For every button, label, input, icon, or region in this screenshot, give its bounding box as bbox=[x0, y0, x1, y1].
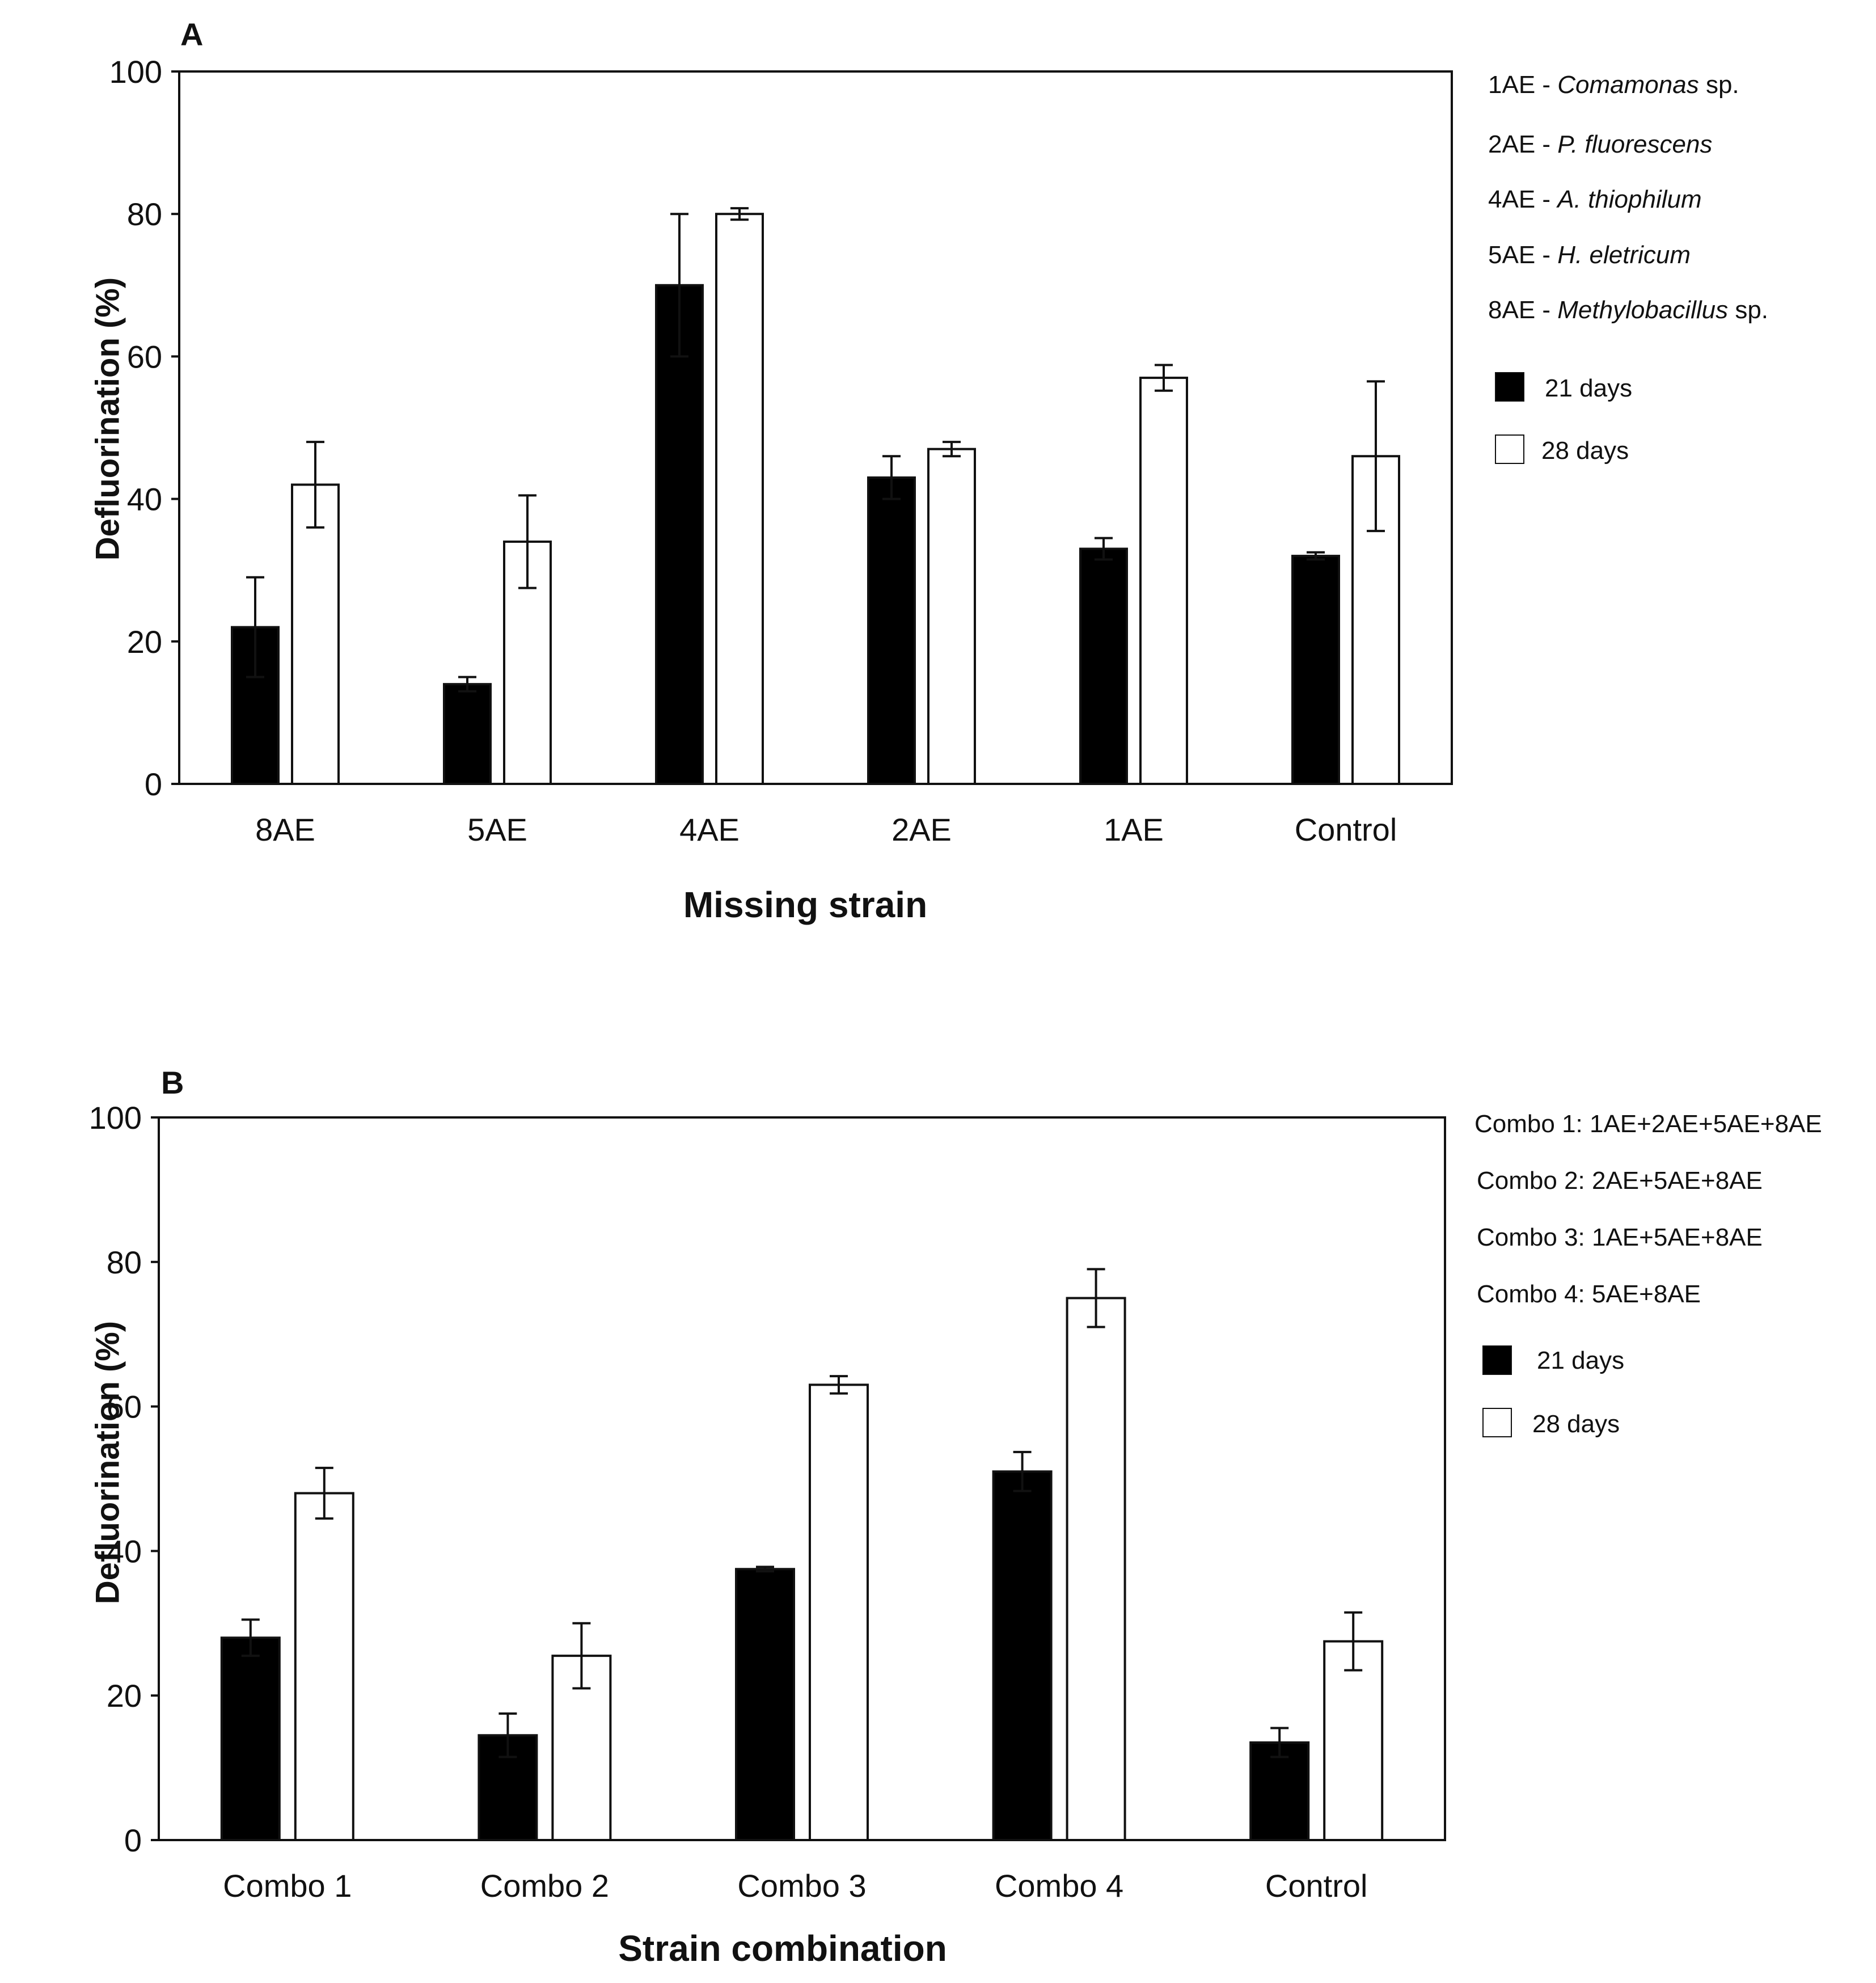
combo-note: Combo 3: 1AE+5AE+8AE bbox=[1477, 1223, 1763, 1251]
bar-21-days bbox=[443, 683, 492, 786]
plot-frame bbox=[158, 1116, 1446, 1841]
bar-28-days bbox=[927, 448, 976, 785]
x-tick-label: Control bbox=[1295, 812, 1397, 847]
legend-swatch-21-days bbox=[1482, 1345, 1512, 1375]
x-tick-label: 8AE bbox=[255, 812, 315, 847]
y-tick-label: 0 bbox=[145, 766, 162, 802]
bar-21-days bbox=[1079, 547, 1128, 786]
x-tick-label: Combo 2 bbox=[480, 1868, 609, 1904]
y-tick-label: 40 bbox=[127, 482, 162, 517]
y-tick-label: 80 bbox=[127, 196, 162, 232]
bar-28-days bbox=[1066, 1297, 1126, 1841]
legend-label-28-days: 28 days bbox=[1532, 1410, 1620, 1438]
y-tick-label: 80 bbox=[107, 1244, 142, 1280]
chart-a-svg: 0 20 40 60 80 100 8AE 5AE 4AE 2AE 1AE Control bbox=[109, 54, 1453, 847]
combo-note: Combo 1: 1AE+2AE+5AE+8AE bbox=[1474, 1110, 1822, 1138]
strain-note: 1AE - Comamonas sp. bbox=[1488, 71, 1739, 99]
bar-28-days bbox=[291, 483, 340, 785]
x-axis-label: Strain combination bbox=[618, 1928, 947, 1969]
bar-28-days bbox=[1139, 377, 1188, 785]
y-axis-label: Defluorination (%) bbox=[89, 277, 126, 561]
x-tick-label: Combo 4 bbox=[995, 1868, 1123, 1904]
y-tick-label: 40 bbox=[107, 1533, 142, 1569]
chart-b-svg: 0 20 40 60 80 100 Combo 1 Combo 2 Combo 3 Combo 4… bbox=[89, 1100, 1446, 1904]
strain-note: 4AE - A. thiophilum bbox=[1488, 185, 1702, 213]
plot-frame bbox=[178, 70, 1453, 785]
legend-swatch-28-days bbox=[1482, 1408, 1512, 1437]
chart-panel-b: B 0 20 40 60 80 100 Combo 1 Combo 2 Combo 3 Combo… bbox=[0, 998, 1876, 1983]
strain-note: 5AE - H. eletricum bbox=[1488, 241, 1691, 269]
x-tick-label: 2AE bbox=[891, 812, 952, 847]
panel-letter: B bbox=[161, 1065, 184, 1100]
legend-swatch-28-days bbox=[1495, 434, 1524, 464]
legend-label-21-days: 21 days bbox=[1537, 1347, 1625, 1374]
strain-note: 2AE - P. fluorescens bbox=[1488, 130, 1713, 158]
x-tick-label: Combo 3 bbox=[737, 1868, 866, 1904]
bar-21-days bbox=[735, 1568, 795, 1841]
legend-swatch-21-days bbox=[1495, 372, 1524, 402]
combo-note: Combo 2: 2AE+5AE+8AE bbox=[1477, 1167, 1763, 1195]
bar-21-days bbox=[1291, 555, 1340, 786]
x-tick-label: 4AE bbox=[679, 812, 740, 847]
x-axis-label: Missing strain bbox=[683, 884, 928, 925]
bar-28-days bbox=[809, 1383, 869, 1841]
bar-21-days bbox=[1249, 1741, 1310, 1842]
bar-21-days bbox=[220, 1636, 281, 1842]
y-tick-label: 0 bbox=[124, 1822, 142, 1858]
bar-28-days bbox=[715, 213, 764, 785]
x-tick-label: 1AE bbox=[1104, 812, 1164, 847]
y-tick-label: 20 bbox=[127, 624, 162, 660]
y-axis-label: Defluorination (%) bbox=[89, 1320, 126, 1605]
legend-label-28-days: 28 days bbox=[1541, 437, 1629, 465]
y-tick-label: 100 bbox=[109, 54, 162, 90]
y-tick-label: 20 bbox=[107, 1678, 142, 1714]
x-tick-label: Control bbox=[1265, 1868, 1368, 1904]
bar-21-days bbox=[867, 476, 916, 785]
bar-28-days bbox=[294, 1492, 354, 1841]
bar-21-days bbox=[655, 284, 704, 785]
combo-note: Combo 4: 5AE+8AE bbox=[1477, 1280, 1701, 1308]
y-tick-label: 60 bbox=[127, 339, 162, 374]
x-tick-label: 5AE bbox=[467, 812, 527, 847]
bar-28-days bbox=[1323, 1640, 1384, 1842]
panel-letter: A bbox=[180, 16, 204, 52]
y-tick-label: 60 bbox=[107, 1389, 142, 1425]
x-tick-label: Combo 1 bbox=[223, 1868, 352, 1904]
legend-label-21-days: 21 days bbox=[1545, 374, 1633, 402]
bar-21-days bbox=[992, 1470, 1053, 1841]
strain-note: 8AE - Methylobacillus sp. bbox=[1488, 296, 1769, 324]
chart-panel-a: A 0 20 40 60 80 100 8AE 5AE 4AE 2AE 1AE Control Def… bbox=[0, 0, 1876, 976]
y-tick-label: 100 bbox=[89, 1100, 142, 1136]
